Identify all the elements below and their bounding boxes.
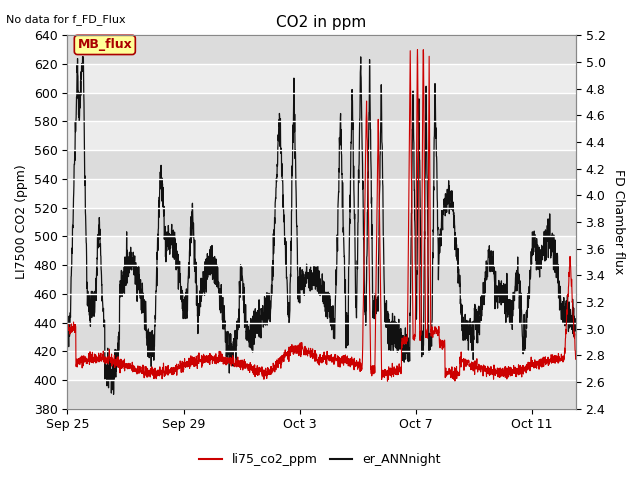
Bar bbox=[67, 179, 576, 208]
Bar bbox=[67, 380, 576, 408]
Bar bbox=[67, 150, 576, 179]
Legend: li75_co2_ppm, er_ANNnight: li75_co2_ppm, er_ANNnight bbox=[194, 448, 446, 471]
Bar bbox=[67, 121, 576, 150]
Y-axis label: FD Chamber flux: FD Chamber flux bbox=[612, 169, 625, 275]
Bar bbox=[67, 36, 576, 64]
Bar bbox=[67, 323, 576, 351]
Bar bbox=[67, 351, 576, 380]
Bar bbox=[67, 294, 576, 323]
Bar bbox=[67, 93, 576, 121]
Text: No data for f_FD_Flux: No data for f_FD_Flux bbox=[6, 14, 126, 25]
Bar bbox=[67, 265, 576, 294]
Bar bbox=[67, 236, 576, 265]
Text: MB_flux: MB_flux bbox=[77, 38, 132, 51]
Title: CO2 in ppm: CO2 in ppm bbox=[276, 15, 367, 30]
Bar bbox=[67, 64, 576, 93]
Y-axis label: LI7500 CO2 (ppm): LI7500 CO2 (ppm) bbox=[15, 165, 28, 279]
Bar bbox=[67, 208, 576, 236]
